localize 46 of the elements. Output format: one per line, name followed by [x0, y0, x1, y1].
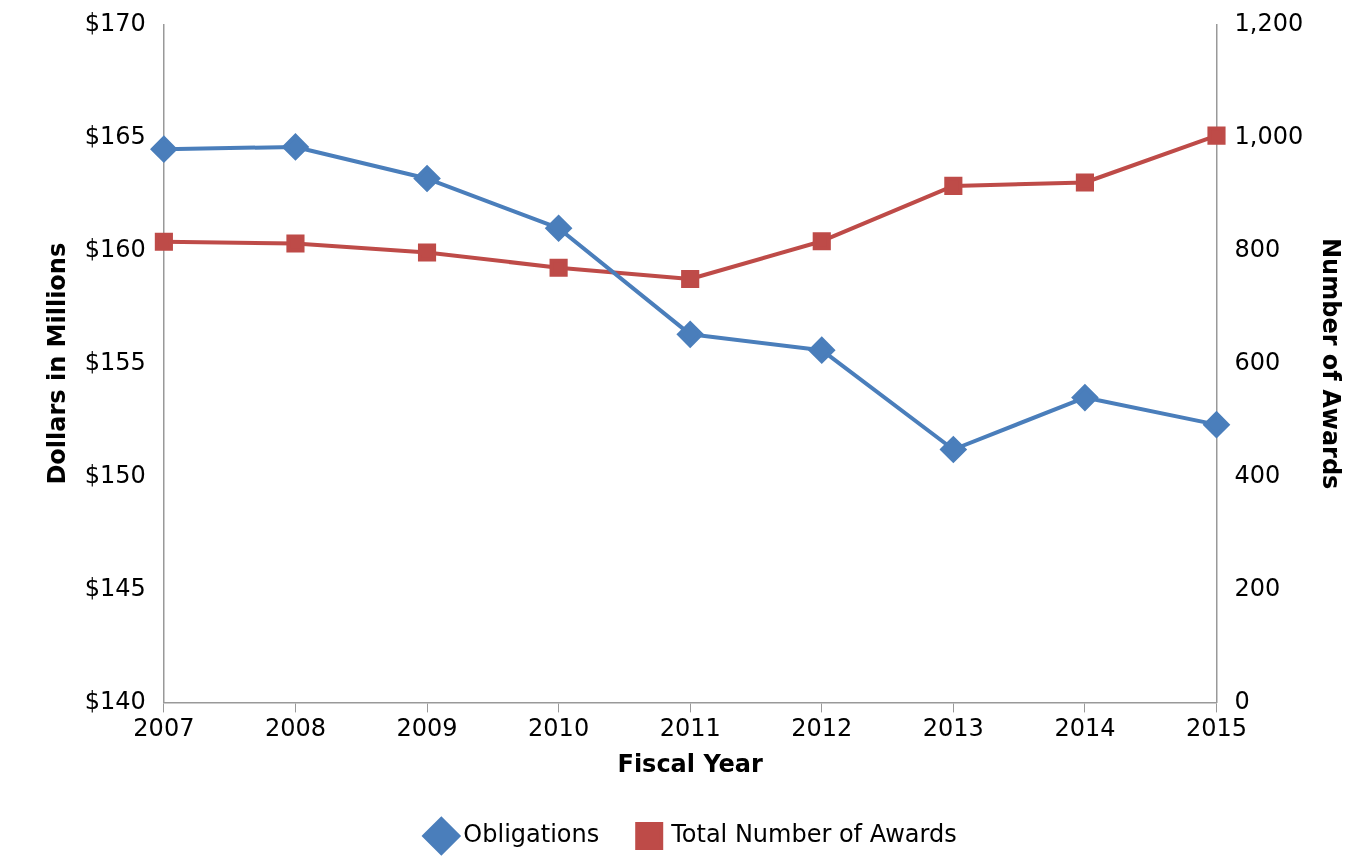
y2-tick-label: 600 — [1234, 347, 1281, 376]
point — [417, 243, 437, 262]
x-tick-label: 2008 — [264, 714, 326, 743]
y-tick-label: $150 — [84, 460, 146, 489]
x-tick-label: 2007 — [133, 714, 195, 743]
point — [812, 232, 831, 251]
point — [808, 337, 835, 364]
legend-label: Obligations — [463, 820, 600, 849]
point — [154, 232, 173, 251]
y-axis-title: Dollars in Millions — [42, 242, 71, 485]
y-tick-label: $160 — [84, 235, 146, 264]
x-axis-title: Fiscal Year — [617, 749, 764, 778]
point — [1203, 411, 1230, 438]
point — [150, 136, 177, 163]
x-tick-label: 2009 — [396, 714, 458, 743]
x-tick-label: 2013 — [922, 714, 984, 743]
x-tick-label: 2010 — [528, 714, 590, 743]
point — [940, 436, 967, 463]
point — [545, 215, 572, 242]
point — [286, 234, 305, 253]
y2-tick-label: 200 — [1234, 573, 1281, 602]
point — [1071, 384, 1098, 411]
x-tick-label: 2011 — [659, 714, 721, 743]
point — [677, 321, 704, 348]
y2-axis-title: Number of Awards — [1317, 238, 1346, 490]
point — [414, 165, 441, 192]
y2-tick-label: 400 — [1234, 460, 1281, 489]
x-tick-label: 2012 — [791, 714, 853, 743]
x-tick-label: 2015 — [1185, 714, 1248, 743]
y2-tick-label: 800 — [1234, 235, 1281, 264]
point — [1075, 173, 1094, 192]
point — [681, 269, 700, 289]
y-tick-label: $140 — [84, 686, 146, 715]
point — [282, 133, 309, 160]
y-tick-label: $165 — [84, 122, 146, 151]
y2-tick-label: 0 — [1234, 686, 1250, 715]
y2-tick-label: 1,000 — [1234, 122, 1304, 151]
y-tick-label: $155 — [84, 347, 146, 376]
x-tick-label: 2014 — [1054, 714, 1116, 743]
y-tick-label: $145 — [84, 573, 146, 602]
point — [944, 176, 963, 195]
y2-tick-label: 1,200 — [1234, 9, 1304, 38]
y-tick-label: $170 — [84, 9, 146, 38]
point — [1207, 126, 1226, 145]
point — [549, 258, 568, 277]
legend-label: Total Number of Awards — [670, 820, 957, 849]
